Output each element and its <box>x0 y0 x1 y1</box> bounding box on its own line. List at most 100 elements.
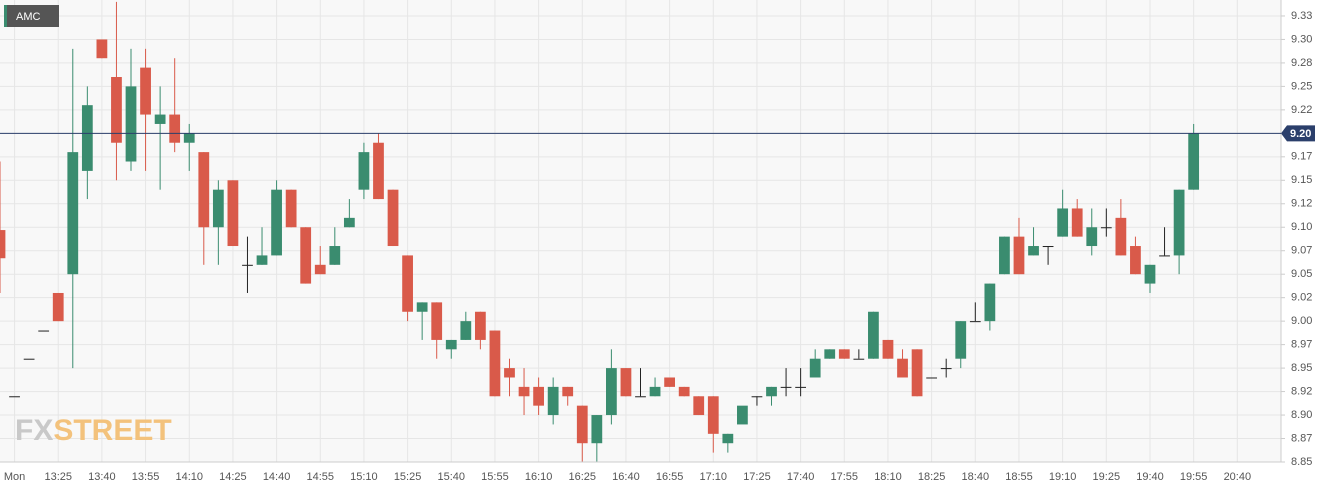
legend-box <box>4 5 59 27</box>
candle-body <box>1100 227 1112 229</box>
y-tick-label: 9.25 <box>1291 80 1312 92</box>
candle-body <box>693 396 705 416</box>
candle-body <box>271 189 282 256</box>
watermark-street: STREET <box>53 414 171 447</box>
x-tick-label: 18:10 <box>874 471 902 483</box>
candle-body <box>766 386 777 397</box>
candle-body <box>911 349 923 397</box>
x-tick-label: 17:10 <box>700 471 728 483</box>
candle-body <box>969 321 981 323</box>
candle-body <box>9 396 20 398</box>
candle-body <box>1042 246 1054 248</box>
candle-body <box>664 377 675 387</box>
candle-body <box>358 152 370 190</box>
candle-body <box>300 227 312 284</box>
candle-body <box>562 386 574 397</box>
x-tick-label: 14:40 <box>263 471 291 483</box>
x-tick-label: 14:25 <box>219 471 247 483</box>
x-tick-label: 16:40 <box>612 471 640 483</box>
candle-body <box>1159 255 1170 257</box>
candle-body <box>926 377 938 379</box>
y-tick-label: 9.12 <box>1291 198 1312 210</box>
candle-body <box>722 433 734 444</box>
x-tick-label: 20:40 <box>1224 471 1252 483</box>
y-tick-label: 8.90 <box>1291 409 1312 421</box>
candle-body <box>984 283 996 322</box>
x-tick-label: 18:40 <box>962 471 990 483</box>
y-tick-label: 9.22 <box>1291 104 1312 116</box>
candle-body <box>460 321 472 340</box>
candle-body <box>809 358 821 378</box>
candle-body <box>431 302 443 340</box>
candle-body <box>111 77 122 143</box>
y-tick-label: 9.00 <box>1291 315 1312 327</box>
legend-label: AMC <box>16 11 41 23</box>
candles <box>0 1 1200 462</box>
candle-body <box>212 189 224 228</box>
y-tick-label: 8.87 <box>1291 432 1312 444</box>
candle-body <box>81 105 93 171</box>
candle-body <box>445 339 457 350</box>
x-tick-label: 16:25 <box>569 471 597 483</box>
x-tick-label: 13:40 <box>88 471 116 483</box>
candle-body <box>795 386 807 388</box>
candle-body <box>314 264 326 275</box>
candle-body <box>373 142 384 200</box>
candle-body <box>955 321 967 359</box>
candle-body <box>824 349 836 359</box>
candle-body <box>882 339 894 359</box>
candle-body <box>838 349 850 359</box>
candle-body <box>1130 246 1141 275</box>
x-tick-label: 19:40 <box>1136 471 1164 483</box>
candle-body <box>504 368 515 378</box>
candle-body <box>751 396 763 398</box>
y-tick-label: 9.15 <box>1291 174 1312 186</box>
candle-body <box>1086 227 1098 247</box>
candle-body <box>474 311 486 340</box>
candle-body <box>707 396 719 434</box>
x-tick-label: 15:40 <box>437 471 465 483</box>
last-price-marker <box>1281 125 1315 142</box>
candle-body <box>1028 246 1039 256</box>
x-tick-label: 15:10 <box>350 471 378 483</box>
candle-body <box>1188 133 1200 190</box>
candle-body <box>23 358 35 360</box>
candle-body <box>868 311 879 359</box>
x-tick-label: 14:55 <box>306 471 334 483</box>
candle-body <box>96 39 108 59</box>
candle-body <box>853 358 865 360</box>
candle-body <box>183 133 195 143</box>
candle-body <box>1173 189 1185 256</box>
candle-body <box>329 246 341 265</box>
candle-body <box>1115 217 1127 256</box>
x-tick-label: 13:25 <box>44 471 72 483</box>
x-tick-label: 17:25 <box>743 471 771 483</box>
candle-body <box>620 368 632 397</box>
candle-body <box>169 114 181 143</box>
x-tick-label: 19:10 <box>1049 471 1077 483</box>
candle-body <box>140 67 151 115</box>
x-tick-label: 19:55 <box>1180 471 1208 483</box>
candle-body <box>343 217 355 228</box>
y-tick-label: 9.17 <box>1291 151 1312 163</box>
x-tick-label: 13:55 <box>132 471 160 483</box>
candle-body <box>38 330 50 332</box>
watermark-fx: FX <box>15 414 53 447</box>
candle-body <box>0 230 6 259</box>
candle-body <box>737 405 748 425</box>
candle-body <box>67 152 79 275</box>
candle-body <box>256 255 268 265</box>
watermark: FXSTREET <box>15 414 172 447</box>
y-tick-label: 8.92 <box>1291 385 1312 397</box>
y-tick-label: 8.95 <box>1291 362 1312 374</box>
candle-body <box>125 86 137 162</box>
candle-body <box>489 330 501 397</box>
y-tick-label: 9.05 <box>1291 268 1312 280</box>
candle-body <box>780 386 792 388</box>
candle-body <box>387 189 399 247</box>
x-tick-label: Mon <box>4 471 25 483</box>
candle-body <box>52 292 64 322</box>
y-tick-label: 9.02 <box>1291 292 1312 304</box>
candle-body <box>227 180 239 247</box>
